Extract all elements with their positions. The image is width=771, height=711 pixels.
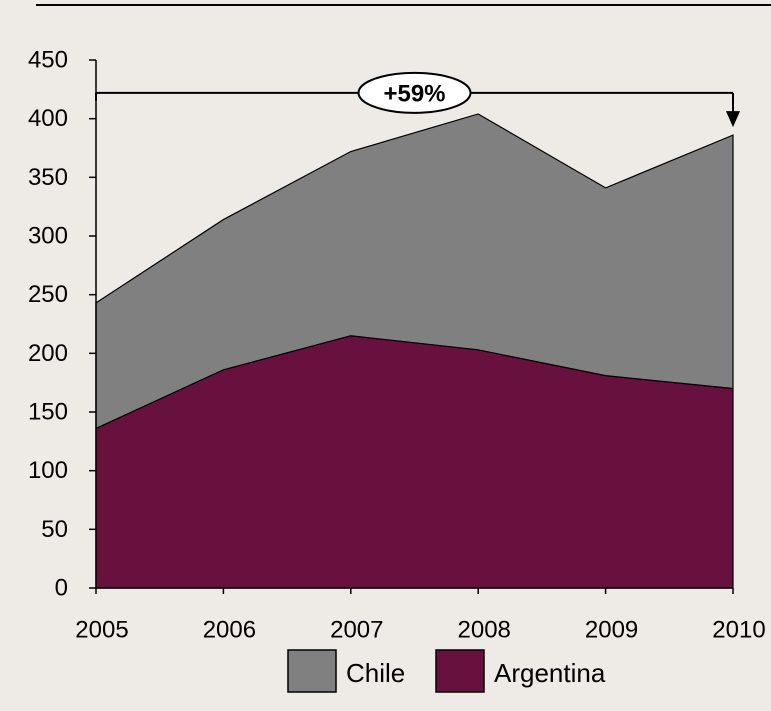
y-tick-label: 200 xyxy=(28,340,68,367)
x-tick-label: 2005 xyxy=(75,617,128,644)
callout-bubble xyxy=(357,71,472,114)
x-tick-label: 2010 xyxy=(712,617,765,644)
callout-label: +59% xyxy=(383,80,445,107)
y-tick-label: 350 xyxy=(28,164,68,191)
y-tick-label: 300 xyxy=(28,223,68,250)
x-tick-label: 2008 xyxy=(458,617,511,644)
area-series-group xyxy=(95,113,734,589)
area-chile xyxy=(95,113,734,430)
x-tick-label: 2006 xyxy=(203,617,256,644)
x-tick-label: 2007 xyxy=(330,617,383,644)
callout-arrow-head xyxy=(726,111,740,128)
axes-group: 0 50 100 150 200 250 300 350 400 450 2005 2006 2007 2… xyxy=(28,47,766,644)
legend: Chile Argentina xyxy=(287,649,606,693)
y-tick-label: 150 xyxy=(28,399,68,426)
y-tick-label: 0 xyxy=(55,575,68,602)
x-tick-label: 2009 xyxy=(585,617,638,644)
y-tick-label: 50 xyxy=(41,516,68,543)
y-tick-label: 450 xyxy=(28,47,68,74)
legend-swatch-argentina xyxy=(435,649,485,693)
legend-swatch-chile xyxy=(287,649,337,693)
y-tick-label: 100 xyxy=(28,457,68,484)
legend-label-argentina: Argentina xyxy=(494,658,606,688)
growth-callout: +59% xyxy=(95,71,740,128)
legend-label-chile: Chile xyxy=(346,658,405,688)
y-tick-label: 400 xyxy=(28,105,68,132)
y-tick-label: 250 xyxy=(28,281,68,308)
